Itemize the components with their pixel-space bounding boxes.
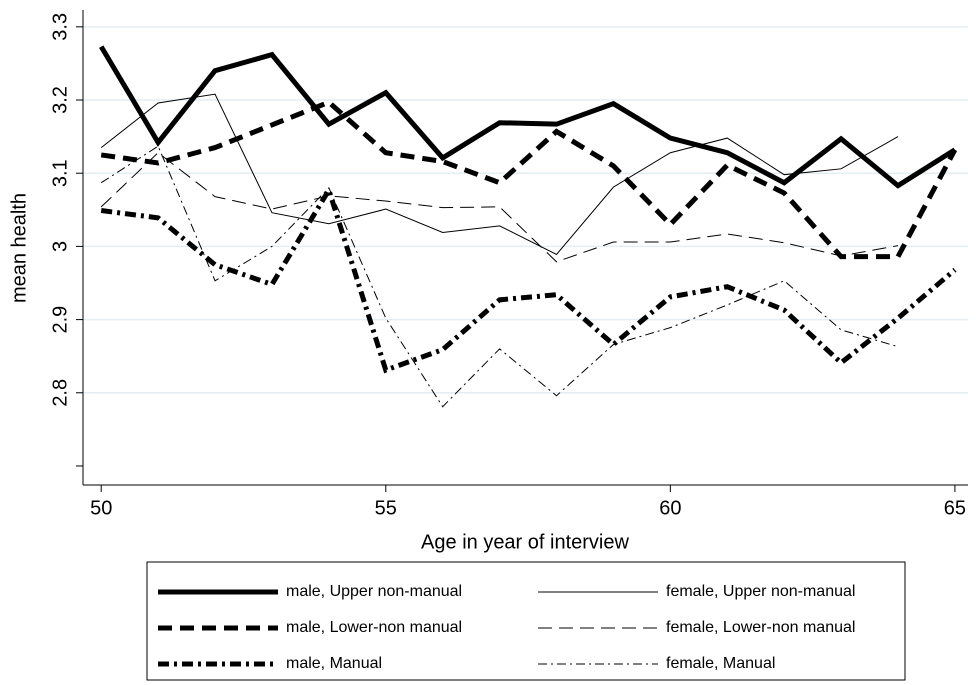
series-line xyxy=(99,45,957,189)
y-tick-label: 3 xyxy=(49,241,71,252)
series-line xyxy=(100,152,899,263)
x-tick-label: 60 xyxy=(659,497,681,519)
x-tick-label: 50 xyxy=(90,497,112,519)
y-tick-label: 3.1 xyxy=(49,159,71,187)
legend-label: male, Lower-non manual xyxy=(286,619,462,636)
series-line xyxy=(100,93,899,256)
legend-label: female, Upper non-manual xyxy=(666,583,855,600)
series-line xyxy=(100,145,899,408)
legend: male, Upper non-manual female, Upper non-… xyxy=(146,561,906,681)
legend-label: female, Manual xyxy=(666,655,775,672)
legend-box xyxy=(146,561,906,681)
y-tick-label: 2.9 xyxy=(49,306,71,334)
legend-label: female, Lower-non manual xyxy=(666,619,855,636)
legend-label: male, Manual xyxy=(286,655,382,672)
series-line xyxy=(100,184,957,374)
y-tick-label: 3.2 xyxy=(49,86,71,114)
y-axis-title: mean health xyxy=(8,193,30,303)
x-tick-label: 65 xyxy=(944,497,966,519)
x-axis-title: Age in year of interview xyxy=(421,531,629,553)
y-tick-label: 2.8 xyxy=(49,379,71,407)
y-tick-label: 3.3 xyxy=(49,13,71,41)
x-tick-label: 55 xyxy=(375,497,397,519)
legend-label: male, Upper non-manual xyxy=(286,583,462,600)
series-line xyxy=(100,99,958,260)
